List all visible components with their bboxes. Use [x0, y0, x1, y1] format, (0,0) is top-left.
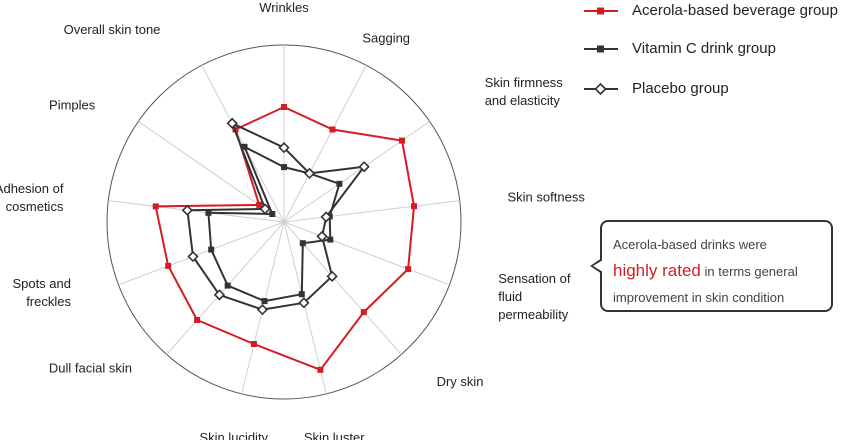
data-point — [278, 142, 290, 154]
data-point — [250, 341, 257, 347]
data-point — [327, 236, 334, 243]
axis-label: Wrinkles — [259, 0, 309, 15]
spoke — [283, 221, 450, 286]
spoke — [201, 65, 285, 223]
callout-line-2: highly rated in terms general — [613, 258, 821, 285]
data-point — [213, 289, 226, 301]
axis-label: Pimples — [49, 98, 96, 113]
radar-grid — [106, 44, 462, 400]
spoke — [283, 65, 367, 223]
callout-line-2-rest: in terms general — [700, 264, 798, 279]
spoke — [283, 221, 327, 394]
data-point — [256, 201, 263, 208]
data-point — [256, 304, 269, 316]
spoke — [118, 221, 285, 286]
legend-label-vitamin-c: Vitamin C drink group — [632, 40, 776, 57]
axis-labels: Wrinkles Sagging Skin firmness and elastici… — [0, 0, 585, 440]
spoke — [283, 200, 460, 223]
data-point — [194, 317, 201, 323]
axis-label: Skin softness — [508, 189, 586, 204]
axis-label: Adhesion of cosmetics — [0, 181, 64, 214]
series-line-2 — [186, 122, 366, 311]
data-point — [281, 164, 287, 171]
data-point — [208, 246, 215, 253]
data-point — [299, 240, 306, 247]
data-point — [336, 180, 343, 187]
data-point — [317, 366, 324, 373]
callout-box: Acerola-based drinks were highly rated i… — [590, 220, 833, 312]
legend-marker-acerola — [584, 7, 618, 15]
data-point — [303, 167, 316, 180]
callout-tail-fill — [593, 260, 603, 272]
series-line-0 — [154, 106, 415, 371]
data-point — [411, 203, 417, 210]
data-point — [298, 291, 305, 298]
data-point — [261, 298, 268, 305]
axis-label: Sensation of fluid permeability — [498, 271, 571, 322]
callout-line-3: improvement in skin condition — [613, 290, 785, 305]
legend-marker-placebo — [584, 82, 618, 96]
axis-label: Skin firmness and elasticity — [485, 75, 564, 108]
data-point — [405, 266, 412, 273]
data-point — [360, 309, 367, 316]
data-point — [269, 211, 276, 217]
legend-label-placebo: Placebo group — [632, 80, 729, 97]
spoke — [283, 121, 430, 223]
spoke — [108, 200, 285, 223]
series-line-1 — [207, 145, 341, 303]
legend-item-placebo[interactable]: Placebo group — [584, 79, 867, 99]
legend-marker-vitamin-c — [584, 45, 618, 53]
data-point — [329, 126, 336, 133]
data-point — [316, 230, 328, 243]
axis-label: Overall skin tone — [64, 22, 161, 37]
legend-item-acerola[interactable]: Acerola-based beverage group — [584, 1, 867, 21]
axis-label: Skin lucidity — [199, 430, 268, 440]
data-point — [259, 203, 271, 215]
data-point — [181, 204, 193, 216]
callout-highlight: highly rated — [613, 261, 701, 280]
axis-label: Skin luster — [304, 430, 365, 440]
axis-label: Sagging — [362, 31, 410, 46]
data-point — [165, 262, 172, 269]
data-point — [399, 137, 405, 144]
data-point — [320, 211, 332, 223]
callout-line-1: Acerola-based drinks were — [613, 237, 767, 252]
data-point — [326, 270, 338, 282]
data-point — [241, 143, 248, 150]
legend-item-vitamin-c[interactable]: Vitamin C drink group — [584, 39, 867, 59]
data-point — [298, 297, 310, 309]
data-series — [152, 104, 417, 373]
axis-label: Dry skin — [437, 374, 484, 389]
legend-label-acerola: Acerola-based beverage group — [632, 2, 838, 19]
data-point — [152, 203, 159, 210]
data-point — [224, 282, 231, 289]
data-point — [187, 250, 199, 263]
data-point — [281, 104, 287, 110]
axis-label: Dull facial skin — [49, 361, 132, 376]
data-point — [226, 117, 238, 129]
axis-label: Spots and freckles — [12, 276, 71, 309]
data-point — [205, 209, 212, 216]
data-point — [358, 161, 370, 173]
